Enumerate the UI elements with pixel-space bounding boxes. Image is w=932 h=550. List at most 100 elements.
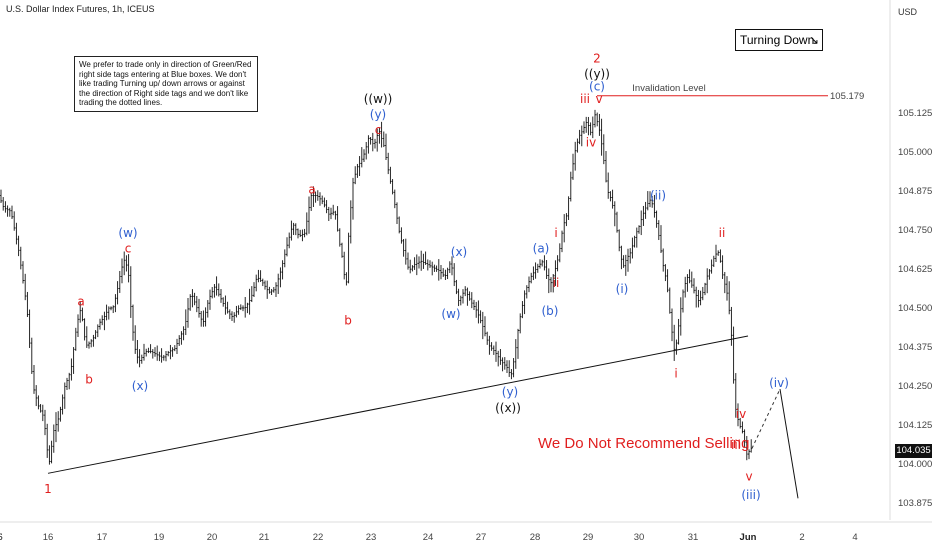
ohlc-bar [598, 113, 601, 136]
ohlc-bar [101, 315, 104, 326]
x-tick-label: 28 [530, 532, 541, 543]
ohlc-bar [743, 429, 746, 447]
lines-layer: Invalidation Level 105.179 [47, 83, 864, 499]
ohlc-bar [121, 258, 123, 284]
ohlc-bar [426, 259, 429, 271]
currency-label[interactable]: USD [898, 7, 918, 17]
ohlc-bar [63, 382, 66, 409]
ohlc-bar [279, 267, 282, 288]
ohlc-bar [475, 301, 478, 318]
ohlc-bar [261, 278, 264, 287]
ohlc-bar [618, 229, 621, 252]
wave-label: b [85, 373, 93, 387]
ohlc-bar [341, 242, 343, 258]
ohlc-bar [220, 289, 222, 303]
ohlc-bar [268, 286, 271, 294]
ohlc-bar [193, 292, 196, 306]
ohlc-bar [635, 227, 638, 248]
ohlc-bar [660, 225, 662, 253]
ohlc-bar [15, 222, 18, 245]
ohlc-bar [191, 289, 194, 308]
ohlc-bar [222, 297, 225, 307]
wave-label: (c) [589, 79, 605, 93]
ohlc-bar [446, 267, 449, 280]
ohlc-bar [138, 349, 141, 368]
ohlc-bar [17, 235, 20, 257]
wave-label: v [595, 92, 602, 106]
ohlc-bar [442, 268, 445, 277]
ohlc-bar [182, 326, 185, 341]
turning-down-box: Turning Down ↘ [735, 29, 823, 51]
ohlc-bar [642, 205, 645, 226]
ohlc-bar [712, 255, 715, 268]
ohlc-bar [297, 228, 299, 239]
ohlc-bar [61, 394, 64, 415]
ohlc-bar [0, 189, 2, 204]
ohlc-bar [154, 347, 156, 357]
ohlc-bar [272, 287, 275, 293]
ohlc-bar [352, 177, 354, 220]
ohlc-bar [248, 288, 251, 315]
ohlc-bar [378, 127, 381, 144]
ohlc-bar [59, 406, 62, 422]
ohlc-bar [338, 228, 341, 247]
wave-label: (y) [370, 108, 386, 122]
ohlc-bar [400, 227, 403, 244]
y-tick-label: 104.000 [898, 459, 932, 470]
ohlc-bar [195, 296, 198, 313]
wave-label: a [77, 295, 84, 309]
ohlc-bar [418, 256, 420, 269]
ohlc-bar [33, 365, 35, 394]
wave-label: ((x)) [495, 401, 521, 415]
y-tick-label: 105.125 [898, 108, 932, 119]
ohlc-bar [620, 245, 623, 270]
ohlc-bar [532, 266, 535, 281]
ohlc-bar [277, 273, 280, 294]
ohlc-bar [165, 351, 167, 362]
y-tick-label: 104.875 [898, 186, 932, 197]
ohlc-bar [46, 423, 49, 458]
ohlc-bar [189, 294, 192, 311]
ohlc-bar [677, 318, 680, 345]
ohlc-bar [558, 243, 561, 263]
ohlc-bar [481, 311, 484, 340]
ohlc-bar [649, 191, 651, 208]
wave-label: ((w)) [364, 92, 393, 106]
ohlc-bar [435, 265, 438, 272]
ohlc-bar [701, 286, 704, 301]
ohlc-bar [347, 232, 350, 284]
ohlc-bar [580, 125, 583, 147]
ohlc-bar [409, 259, 412, 274]
ohlc-bar [455, 279, 458, 295]
ohlc-bar [334, 210, 337, 220]
ohlc-bar [354, 166, 357, 185]
ohlc-bar [213, 284, 216, 298]
ohlc-bar [11, 205, 13, 219]
ohlc-bar [561, 230, 563, 253]
ohlc-bar [519, 313, 522, 334]
ohlc-bar [572, 153, 574, 180]
wave-label: a [308, 182, 315, 196]
ohlc-bar [343, 251, 346, 280]
ohlc-bar [160, 348, 163, 363]
ohlc-bar [235, 305, 238, 318]
ohlc-bar [662, 248, 665, 272]
ohlc-bar [728, 281, 731, 315]
wave-label: iii [580, 92, 590, 106]
ohlc-bar [490, 342, 493, 351]
ohlc-bar [151, 349, 154, 359]
ohlc-bar [653, 194, 656, 218]
ohlc-bar [704, 282, 706, 296]
ohlc-bar [4, 201, 7, 213]
ohlc-bar [602, 134, 605, 165]
ohlc-bar [708, 269, 711, 280]
ohlc-bar [72, 347, 75, 374]
ohlc-bar [477, 300, 480, 324]
ohlc-bar [591, 116, 594, 139]
ohlc-bar [112, 305, 115, 314]
ohlc-bar [690, 271, 693, 288]
ohlc-bar [202, 310, 205, 327]
ohlc-bar [96, 324, 99, 338]
ohlc-bar [657, 220, 660, 241]
ohlc-bar [627, 248, 629, 272]
